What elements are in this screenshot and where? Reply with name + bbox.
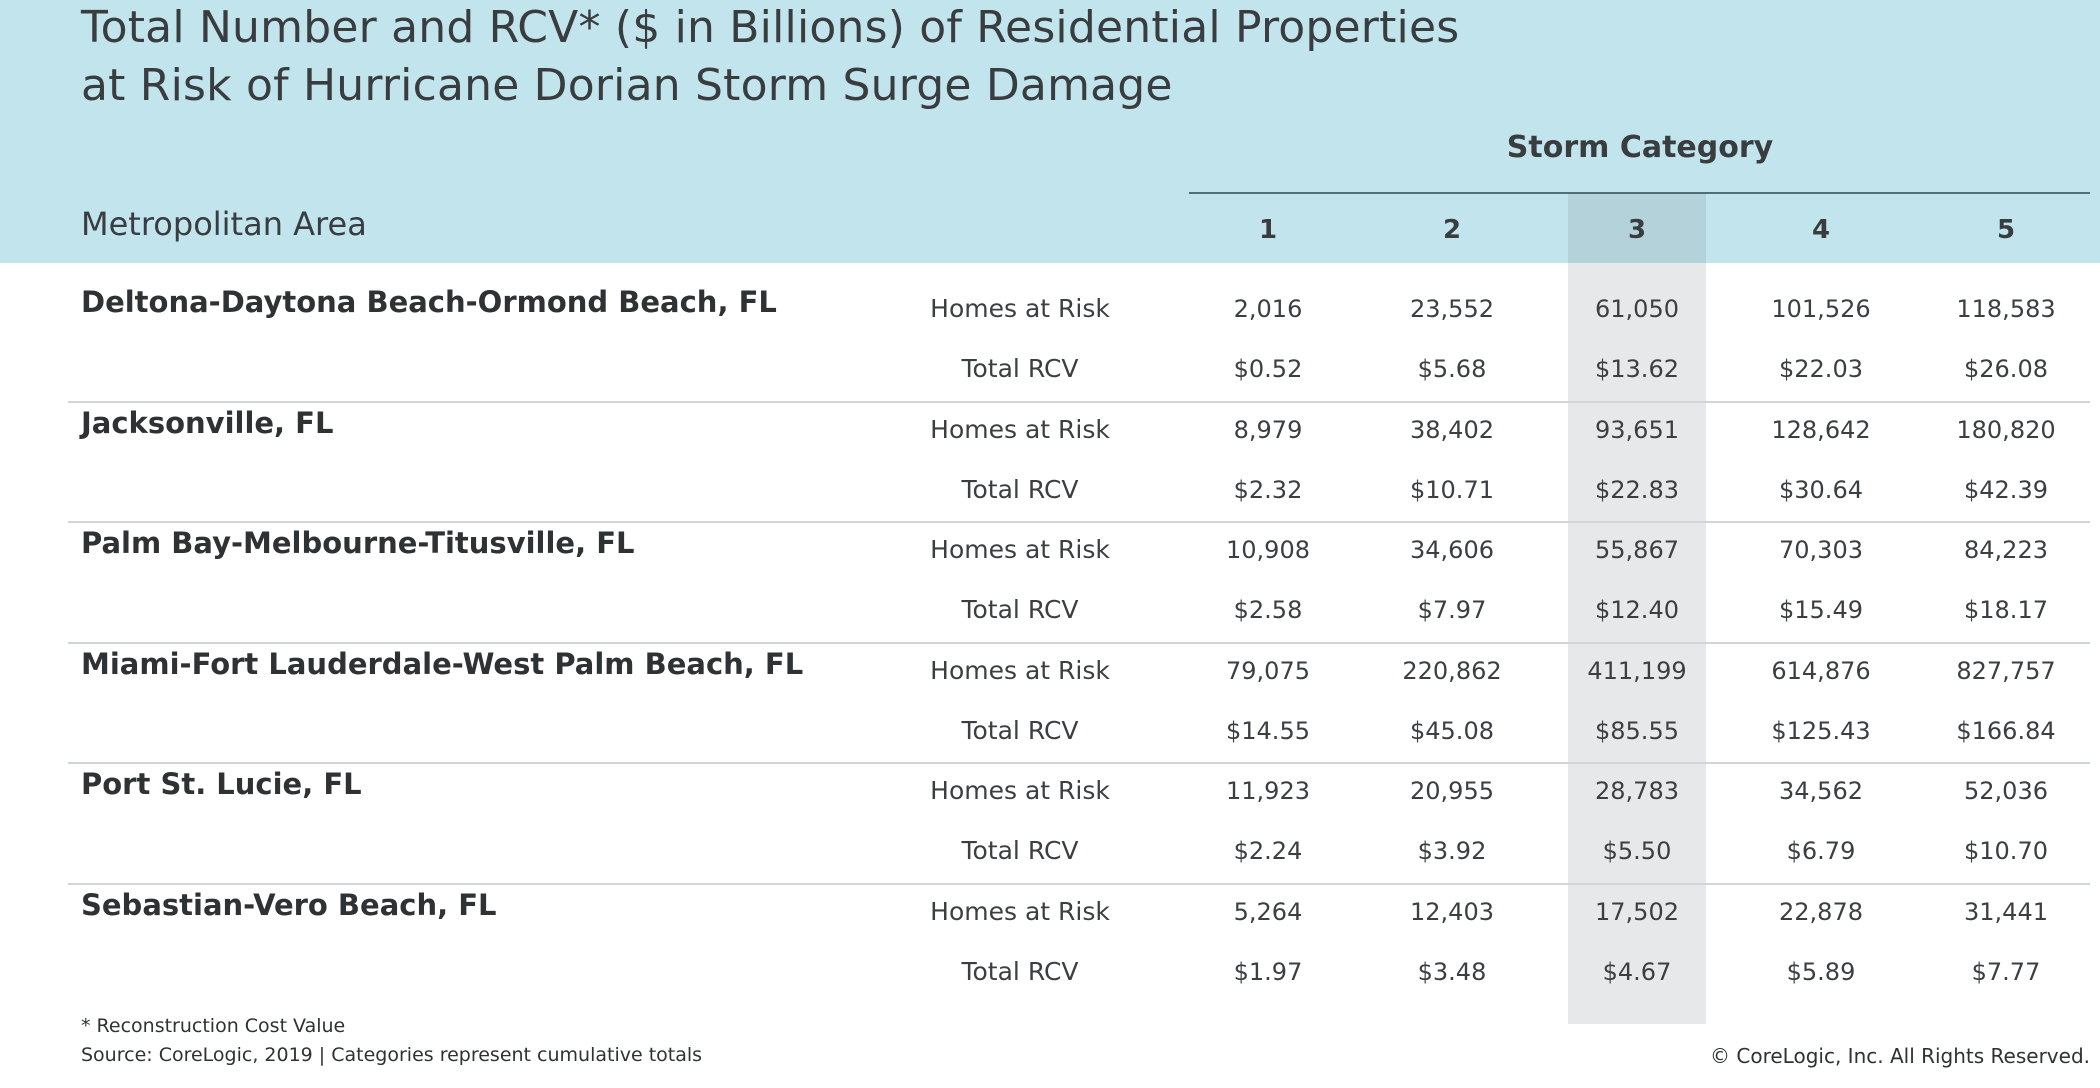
- homes-at-risk-value: 411,199: [1587, 656, 1687, 685]
- source-note: Source: CoreLogic, 2019 | Categories rep…: [81, 1044, 703, 1066]
- homes-at-risk-value: 614,876: [1771, 656, 1871, 685]
- header-rule: [1189, 192, 2090, 194]
- category-header-4: 4: [1811, 215, 1831, 245]
- homes-at-risk-value: 10,908: [1226, 536, 1310, 564]
- row-separator: [68, 882, 2090, 885]
- row-separator: [68, 762, 2090, 764]
- total-rcv-value: $3.92: [1417, 837, 1487, 865]
- total-rcv-value: $166.84: [1956, 716, 2056, 745]
- homes-at-risk-value: 84,223: [1964, 536, 2048, 564]
- homes-at-risk-value: 11,923: [1226, 777, 1310, 805]
- homes-at-risk-value: 93,651: [1595, 415, 1679, 444]
- total-rcv-value: $22.03: [1779, 355, 1863, 383]
- total-rcv-value: $10.70: [1964, 837, 2048, 865]
- homes-at-risk-value: 34,606: [1410, 536, 1494, 564]
- homes-at-risk-value: 23,552: [1410, 295, 1494, 323]
- homes-at-risk-value: 20,955: [1410, 777, 1494, 805]
- metro-name: Deltona-Daytona Beach-Ormond Beach, FL: [81, 285, 777, 319]
- homes-at-risk-value: 128,642: [1771, 415, 1871, 444]
- chart-title-line-2: at Risk of Hurricane Dorian Storm Surge …: [81, 60, 1173, 111]
- homes-at-risk-label: Homes at Risk: [930, 294, 1110, 323]
- total-rcv-value: $45.08: [1410, 716, 1494, 745]
- homes-at-risk-label: Homes at Risk: [930, 535, 1110, 564]
- homes-at-risk-label: Homes at Risk: [930, 776, 1110, 805]
- total-rcv-value: $85.55: [1595, 716, 1679, 745]
- category-header-2: 2: [1442, 215, 1462, 245]
- total-rcv-label: Total RCV: [961, 715, 1079, 745]
- total-rcv-value: $4.67: [1602, 957, 1672, 986]
- homes-at-risk-value: 79,075: [1226, 656, 1310, 685]
- total-rcv-value: $2.32: [1233, 475, 1303, 504]
- total-rcv-value: $14.55: [1226, 716, 1310, 745]
- homes-at-risk-value: 118,583: [1956, 295, 2056, 323]
- category-header-3: 3: [1627, 215, 1647, 245]
- homes-at-risk-value: 55,867: [1595, 536, 1679, 564]
- total-rcv-value: $42.39: [1964, 475, 2048, 504]
- total-rcv-value: $5.89: [1786, 957, 1856, 986]
- total-rcv-value: $22.83: [1595, 475, 1679, 504]
- highlighted-category-column: [1568, 193, 1706, 1024]
- header-band: [0, 0, 2100, 263]
- copyright-note: © CoreLogic, Inc. All Rights Reserved.: [1710, 1044, 2090, 1068]
- total-rcv-value: $3.48: [1417, 957, 1487, 986]
- total-rcv-value: $2.58: [1233, 596, 1303, 624]
- homes-at-risk-value: 827,757: [1956, 656, 2056, 685]
- homes-at-risk-value: 180,820: [1956, 415, 2056, 444]
- homes-at-risk-value: 220,862: [1402, 656, 1502, 685]
- footnote: * Reconstruction Cost Value: [81, 1015, 346, 1037]
- chart-title-line-1: Total Number and RCV* ($ in Billions) of…: [81, 2, 1460, 53]
- metro-name: Jacksonville, FL: [81, 405, 334, 440]
- total-rcv-label: Total RCV: [961, 474, 1079, 504]
- total-rcv-value: $7.77: [1971, 957, 2041, 986]
- total-rcv-value: $13.62: [1595, 355, 1679, 383]
- metro-name: Sebastian-Vero Beach, FL: [81, 887, 497, 922]
- total-rcv-label: Total RCV: [961, 956, 1079, 986]
- homes-at-risk-value: 101,526: [1771, 295, 1871, 323]
- total-rcv-value: $125.43: [1771, 716, 1871, 745]
- total-rcv-label: Total RCV: [961, 595, 1079, 624]
- metro-name: Miami-Fort Lauderdale-West Palm Beach, F…: [81, 646, 804, 681]
- homes-at-risk-label: Homes at Risk: [930, 896, 1110, 926]
- total-rcv-label: Total RCV: [961, 836, 1079, 865]
- total-rcv-label: Total RCV: [961, 354, 1079, 383]
- total-rcv-value: $1.97: [1233, 957, 1303, 986]
- total-rcv-value: $5.68: [1417, 355, 1487, 383]
- category-header-5: 5: [1996, 215, 2016, 245]
- homes-at-risk-value: 38,402: [1410, 415, 1494, 444]
- total-rcv-value: $18.17: [1964, 596, 2048, 624]
- homes-at-risk-label: Homes at Risk: [930, 655, 1110, 685]
- homes-at-risk-value: 70,303: [1779, 536, 1863, 564]
- homes-at-risk-value: 22,878: [1779, 897, 1863, 926]
- category-header-1: 1: [1258, 215, 1278, 245]
- homes-at-risk-value: 17,502: [1595, 897, 1679, 926]
- row-separator: [68, 400, 2090, 403]
- metro-name: Palm Bay-Melbourne-Titusville, FL: [81, 526, 635, 560]
- metro-name: Port St. Lucie, FL: [81, 767, 362, 801]
- homes-at-risk-value: 31,441: [1964, 897, 2048, 926]
- homes-at-risk-label: Homes at Risk: [930, 414, 1110, 444]
- homes-at-risk-value: 61,050: [1595, 295, 1679, 323]
- total-rcv-value: $12.40: [1595, 596, 1679, 624]
- homes-at-risk-value: 8,979: [1233, 415, 1303, 444]
- metro-area-header: Metropolitan Area: [81, 205, 367, 243]
- homes-at-risk-value: 34,562: [1779, 777, 1863, 805]
- total-rcv-value: $5.50: [1602, 837, 1672, 865]
- total-rcv-value: $0.52: [1233, 355, 1303, 383]
- homes-at-risk-value: 5,264: [1233, 897, 1303, 926]
- total-rcv-value: $6.79: [1786, 837, 1856, 865]
- total-rcv-value: $10.71: [1410, 475, 1494, 504]
- homes-at-risk-value: 12,403: [1410, 897, 1494, 926]
- row-separator: [68, 521, 2090, 523]
- total-rcv-value: $2.24: [1233, 837, 1303, 865]
- homes-at-risk-value: 28,783: [1595, 777, 1679, 805]
- total-rcv-value: $15.49: [1779, 596, 1863, 624]
- total-rcv-value: $7.97: [1417, 596, 1487, 624]
- total-rcv-value: $30.64: [1779, 475, 1863, 504]
- storm-category-header: Storm Category: [1506, 130, 1774, 165]
- total-rcv-value: $26.08: [1964, 355, 2048, 383]
- row-separator: [68, 641, 2090, 644]
- homes-at-risk-value: 52,036: [1964, 777, 2048, 805]
- homes-at-risk-value: 2,016: [1233, 295, 1303, 323]
